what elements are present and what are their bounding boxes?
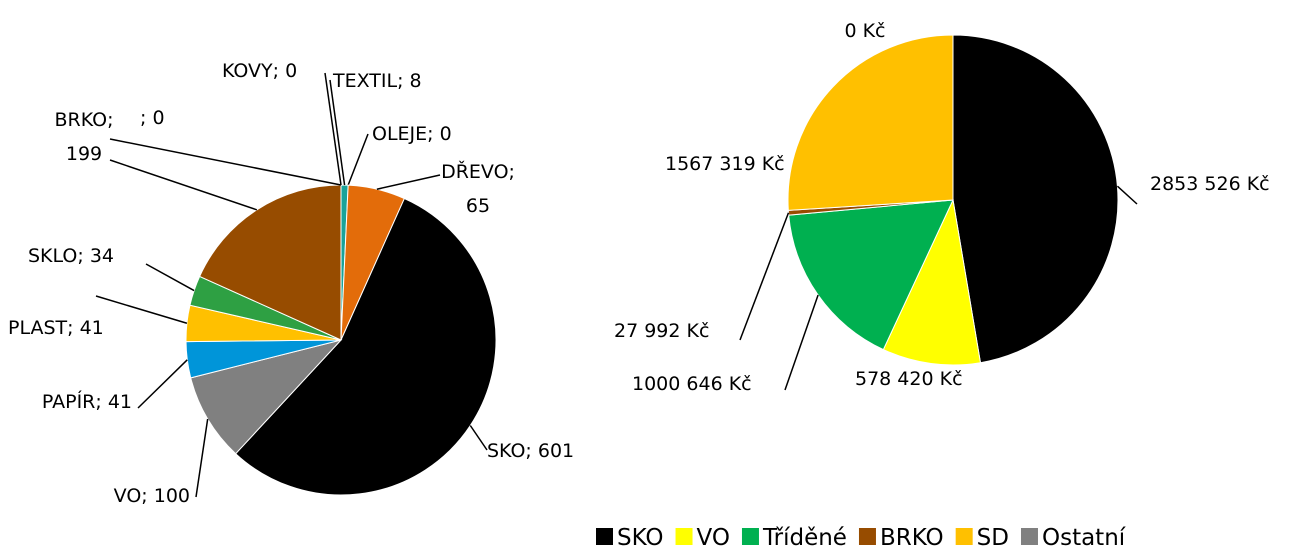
leader-line [95,295,188,324]
pie-slice [952,34,1119,364]
label-line: PLAST; 41 [8,317,104,339]
leader-line [784,294,819,391]
legend-swatch [675,528,693,545]
leader-line [376,174,441,190]
data-label: 0 Kč [844,20,885,42]
pie-slice [198,184,342,341]
pie-slice [882,198,982,366]
data-label: BRKO; 199 [54,109,113,165]
leader-line [137,359,188,409]
label-line: VO; 100 [114,485,190,507]
legend-label: SKO [617,525,664,550]
data-label: SKLO; 34 [28,245,114,267]
label-line: BRKO; [54,109,113,131]
data-label: DŘEVO; 65 [441,160,515,217]
label-line: SKLO; 34 [28,245,114,267]
leader-line [739,212,790,341]
legend-swatch [858,528,876,545]
label-line: 0 Kč [844,20,885,42]
label-line: SKO; 601 [487,440,574,462]
leader-line [109,138,342,186]
data-label: PAPÍR; 41 [42,390,132,413]
data-label: 27 992 Kč [614,320,709,342]
leader-line [1116,185,1138,205]
label-line: 2853 526 Kč [1150,173,1270,195]
legend-swatch [1020,528,1038,545]
leader-line [195,418,209,498]
data-label: 1567 319 Kč [665,153,785,175]
legend-label: SD [977,525,1009,550]
data-label: VO; 100 [114,485,190,507]
legend-swatch [741,528,759,545]
label-line: DŘEVO; [441,160,515,183]
pie-slice [234,197,497,496]
data-label: KOVY; 0 [222,60,297,82]
label-line: 27 992 Kč [614,320,709,342]
label-line: ; 0 [140,107,165,129]
data-label: TEXTIL; 8 [332,70,422,92]
pie-slice [788,199,954,351]
label-line: 1000 646 Kč [632,373,752,395]
legend-label: VO [697,525,730,550]
label-line: 65 [466,195,490,217]
leader-line [347,133,369,186]
data-label: 1000 646 Kč [632,373,752,395]
legend-label: Ostatní [1042,525,1126,550]
pie-slice [787,34,954,211]
label-line: 199 [66,143,102,165]
data-label: OLEJE; 0 [372,123,452,145]
leader-line [145,263,195,292]
label-line: OLEJE; 0 [372,123,452,145]
data-label: PLAST; 41 [8,317,104,339]
label-line: PAPÍR; 41 [42,390,132,413]
leader-line [469,425,488,451]
label-line: 1567 319 Kč [665,153,785,175]
label-line: 578 420 Kč [855,368,963,390]
data-label: ; 0 [140,107,165,129]
leader-line [329,79,346,186]
legend-swatch [955,528,973,545]
data-label: SKO; 601 [487,440,574,462]
legend-swatch [596,528,613,545]
data-label: 578 420 Kč [855,368,963,390]
leader-line [109,159,258,211]
legend-label: BRKO [880,525,944,550]
legend-label: Tříděné [762,525,847,550]
label-line: KOVY; 0 [222,60,297,82]
leader-line [324,72,342,186]
label-line: TEXTIL; 8 [332,70,422,92]
data-label: 2853 526 Kč [1150,173,1270,195]
